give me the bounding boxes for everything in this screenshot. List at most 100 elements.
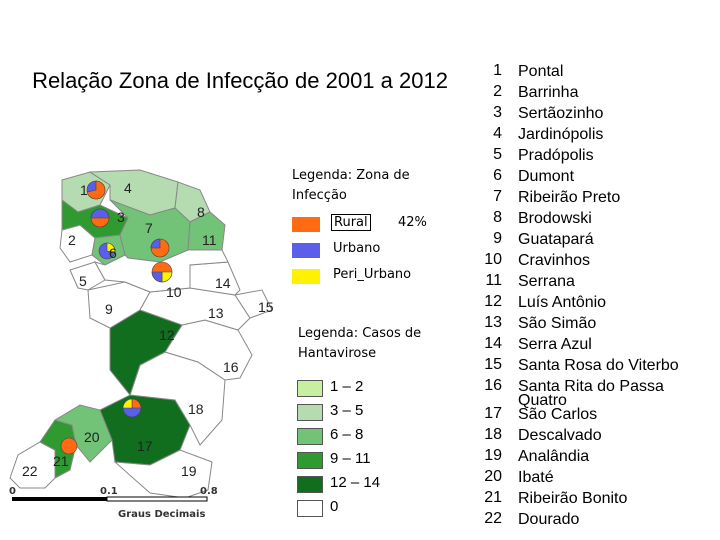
index-number: 15	[484, 356, 502, 373]
index-row: 15 Santa Rosa do Viterbo	[470, 356, 720, 377]
map-label-8: 8	[197, 204, 205, 220]
map-title: Relação Zona de Infecção de 2001 a 2012	[32, 68, 448, 93]
cases-label: 1 – 2	[330, 378, 364, 395]
index-row: 9 Guatapará	[470, 230, 720, 251]
index-row: 12 Luís Antônio	[470, 293, 720, 314]
index-name: São Carlos	[518, 406, 598, 423]
index-row: 8 Brodowski	[470, 209, 720, 230]
pie-municipality-20	[60, 437, 78, 455]
scale-label-1: 0.1	[100, 486, 118, 497]
cases-legend-item: 1 – 2	[297, 378, 377, 400]
map-label-16: 16	[223, 359, 239, 375]
pie-municipality-3	[90, 208, 110, 228]
index-row: 1 Pontal	[470, 62, 720, 83]
pie-municipality-6	[98, 242, 116, 260]
cases-label: 3 – 5	[330, 402, 364, 419]
cases-swatch	[297, 500, 323, 517]
index-number: 8	[493, 209, 502, 226]
cases-label: 6 – 8	[330, 426, 364, 443]
map-label-15: 15	[258, 299, 274, 315]
index-row: 19 Analândia	[470, 447, 720, 468]
scale-label-0: 0	[9, 486, 16, 497]
index-row: 6 Dumont	[470, 167, 720, 188]
index-row: 18 Descalvado	[470, 426, 720, 447]
map-label-3: 3	[117, 209, 125, 225]
index-number: 10	[484, 251, 502, 268]
map-label-13: 13	[208, 305, 224, 321]
index-name: Pradópolis	[518, 147, 594, 164]
index-name: Jardinópolis	[518, 126, 604, 143]
index-name: Cravinhos	[518, 252, 591, 269]
index-name: Serrana	[518, 273, 575, 290]
index-name: Guatapará	[518, 231, 594, 248]
index-number: 9	[493, 230, 502, 247]
index-name: Ibaté	[518, 469, 554, 486]
map-label-2: 2	[68, 232, 76, 248]
municipality-19	[113, 449, 213, 499]
map-label-21: 21	[53, 453, 69, 469]
index-name: Pontal	[518, 63, 564, 80]
index-number: 6	[493, 167, 502, 184]
index-number: 2	[493, 83, 502, 100]
cases-legend-item: 9 – 11	[297, 450, 377, 472]
zone-label-peri-urbano: Peri_Urbano	[333, 267, 412, 282]
pie-municipality-10	[151, 261, 173, 283]
map-label-14: 14	[215, 275, 231, 291]
index-row: 10 Cravinhos	[470, 251, 720, 272]
index-name: Dumont	[518, 168, 575, 185]
pie-municipality-18	[122, 398, 142, 418]
cases-legend-item: 0	[297, 498, 377, 520]
index-number: 13	[484, 314, 502, 331]
index-number: 16	[484, 377, 502, 394]
rural-swatch	[292, 217, 320, 232]
index-row: 20 Ibaté	[470, 468, 720, 489]
index-name: Descalvado	[518, 427, 602, 444]
index-row: 13 São Simão	[470, 314, 720, 335]
index-number: 1	[493, 62, 502, 79]
index-row: 14 Serra Azul	[470, 335, 720, 356]
map-label-20: 20	[84, 429, 100, 445]
index-name: Ribeirão Bonito	[518, 490, 628, 507]
index-number: 14	[484, 335, 502, 352]
urbano-swatch	[292, 243, 320, 258]
map-label-9: 9	[105, 301, 113, 317]
index-number: 17	[484, 405, 502, 422]
index-row: 3 Sertãozinho	[470, 104, 720, 125]
index-number: 21	[484, 489, 502, 506]
pie-municipality-7	[150, 238, 170, 258]
municipality-5	[69, 261, 106, 291]
index-number: 7	[493, 188, 502, 205]
cases-label: 12 – 14	[330, 474, 381, 491]
cases-swatch	[297, 404, 323, 421]
index-row: 22 Dourado	[470, 510, 720, 531]
index-number: 19	[484, 447, 502, 464]
index-name: Barrinha	[518, 84, 579, 101]
index-row: 17 São Carlos	[470, 405, 720, 426]
cases-legend-item: 3 – 5	[297, 402, 377, 424]
cases-label: 9 – 11	[330, 450, 371, 467]
index-name: São Simão	[518, 315, 597, 332]
index-name: Brodowski	[518, 210, 592, 227]
zone-label-urbano: Urbano	[333, 241, 381, 256]
cases-legend-item: 6 – 8	[297, 426, 377, 448]
index-row: 7 Ribeirão Preto	[470, 188, 720, 209]
map-label-19: 19	[181, 463, 197, 479]
cases-legend-title: Legenda: Casos de Hantavirose	[298, 326, 422, 361]
scale-bar: 0 0.1 0.8 Graus Decimais	[9, 486, 218, 520]
cases-swatch	[297, 428, 323, 445]
scale-caption: Graus Decimais	[118, 509, 205, 520]
index-number: 4	[493, 125, 502, 142]
map-label-22: 22	[22, 463, 38, 479]
index-number: 3	[493, 104, 502, 121]
index-name: Luís Antônio	[518, 294, 607, 311]
index-number: 18	[484, 426, 502, 443]
index-name: Santa Rita do Passa Quatro	[518, 378, 664, 409]
cases-swatch	[297, 380, 323, 397]
map-label-4: 4	[124, 180, 132, 196]
index-name: Analândia	[518, 448, 590, 465]
index-name: Ribeirão Preto	[518, 189, 621, 206]
municipality-15	[234, 289, 273, 319]
index-number: 5	[493, 146, 502, 163]
index-name: Serra Azul	[518, 336, 592, 353]
map-label-6: 6	[109, 245, 117, 261]
